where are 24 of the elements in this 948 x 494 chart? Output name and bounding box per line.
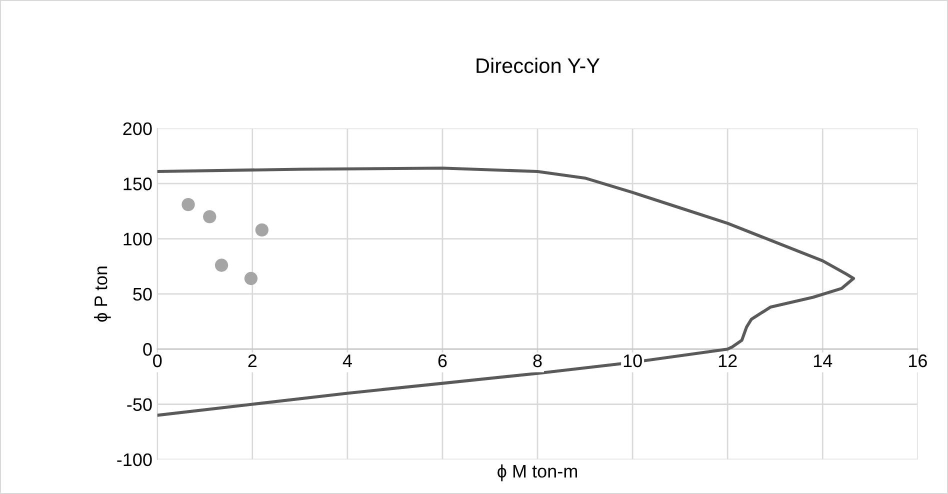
y-axis-title: ϕ P ton	[94, 266, 111, 322]
chart-title: Direccion Y-Y	[476, 58, 600, 74]
x-tick-label: 10	[624, 354, 642, 368]
y-tick-label: 200	[123, 122, 152, 136]
x-tick-label: 12	[718, 354, 737, 368]
x-tick-label: 6	[438, 354, 447, 368]
point	[203, 210, 216, 224]
x-tick-label: 16	[909, 354, 927, 368]
y-tick-label: 100	[124, 232, 152, 246]
point	[182, 198, 195, 212]
x-tick-label: 0	[153, 354, 162, 368]
y-tick-label: 150	[124, 178, 152, 190]
x-tick-label: 8	[533, 354, 542, 368]
x-axis-title: ϕ M ton-m	[498, 464, 577, 482]
y-tick-label: -100	[117, 453, 152, 466]
x-tick-label: 14	[814, 354, 832, 368]
point	[214, 258, 228, 272]
x-tick-label: 4	[342, 354, 352, 368]
y-tick-label: 0	[143, 343, 152, 356]
y-tick-label: 50	[133, 288, 152, 301]
x-tick-label: 2	[248, 354, 257, 368]
point	[244, 272, 258, 286]
point	[255, 223, 268, 237]
y-tick-label: -50	[127, 398, 152, 411]
